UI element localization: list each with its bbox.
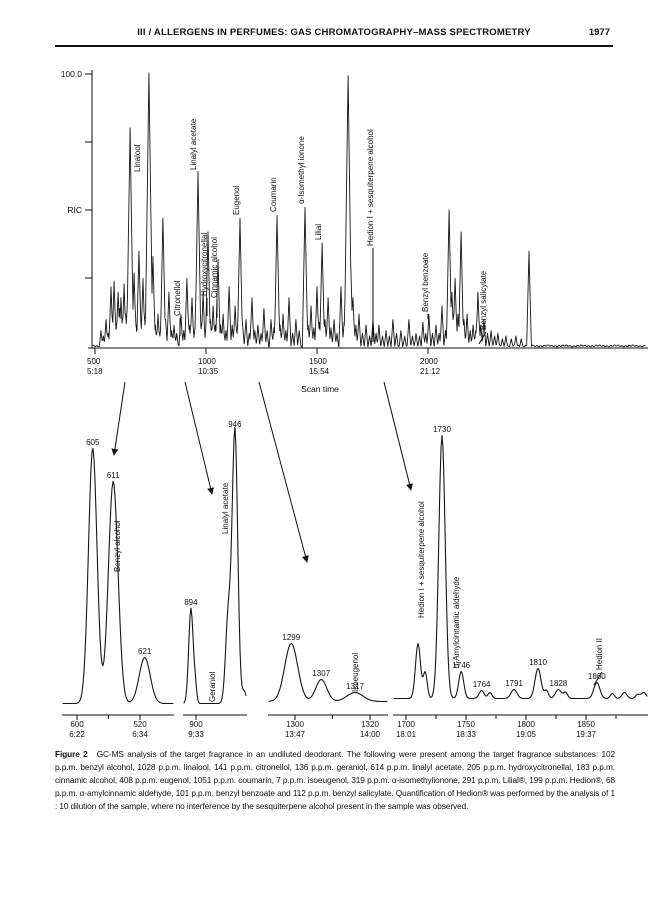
peak-scan-label: 1317 <box>346 682 364 691</box>
peak-scan-label: 1730 <box>433 425 451 434</box>
peak-scan-label: 1791 <box>505 679 523 688</box>
peak-scan-label: 611 <box>107 471 120 480</box>
compound-label: Benzyl alcohol <box>113 520 122 572</box>
peak-scan-label: 1860 <box>588 672 606 681</box>
peak-scan-label: 1810 <box>529 658 547 667</box>
x-tick-scan-label: 600 <box>70 720 84 729</box>
x-tick-scan-label: 1500 <box>309 357 327 366</box>
zoom-arrow <box>184 381 214 495</box>
compound-label: Coumarin <box>269 177 278 212</box>
x-tick-scan-label: 1700 <box>397 720 415 729</box>
chromatogram-trace <box>62 447 174 705</box>
peak-scan-label: 1307 <box>312 669 330 678</box>
header-rule <box>55 45 613 47</box>
peak-scan-label: 1746 <box>452 661 470 670</box>
x-tick-time-label: 9:33 <box>188 730 204 739</box>
x-tick-scan-label: 2000 <box>420 357 438 366</box>
compound-label: Hedion I + sesquiterpene alcohol <box>366 129 375 246</box>
x-tick-scan-label: 520 <box>133 720 147 729</box>
compound-label: Geraniol <box>208 672 217 702</box>
x-tick-time-label: 13:47 <box>285 730 306 739</box>
x-tick-scan-label: 1300 <box>286 720 304 729</box>
x-tick-scan-label: 1320 <box>361 720 379 729</box>
x-tick-scan-label: 1750 <box>457 720 475 729</box>
compound-pointer-line <box>478 331 487 345</box>
x-tick-time-label: 6:34 <box>132 730 148 739</box>
peak-scan-label: 946 <box>228 420 242 429</box>
compound-label: Lilial <box>314 224 323 240</box>
compound-label: Benzyl benzoate <box>421 252 430 312</box>
zoom-arrow <box>383 381 413 491</box>
x-tick-time-label: 18:33 <box>456 730 477 739</box>
compound-label: Cinnamic alcohol <box>210 237 219 298</box>
x-tick-scan-label: 1850 <box>577 720 595 729</box>
x-tick-time-label: 15:54 <box>309 367 330 376</box>
x-tick-scan-label: 1000 <box>198 357 216 366</box>
peak-scan-label: 1828 <box>550 679 568 688</box>
x-tick-scan-label: 500 <box>87 357 101 366</box>
chromatogram-trace <box>183 427 247 705</box>
x-tick-time-label: 6:22 <box>69 730 85 739</box>
zoom-arrow <box>111 381 126 456</box>
compound-label: α-Isomethyl ionone <box>297 136 306 204</box>
x-tick-time-label: 10:35 <box>198 367 219 376</box>
page-number: 1977 <box>588 27 610 38</box>
x-tick-scan-label: 900 <box>189 720 203 729</box>
compound-label: Linalyl acetate <box>221 482 230 534</box>
x-tick-time-label: 21:12 <box>420 367 441 376</box>
chromatogram-trace <box>393 434 648 700</box>
peak-scan-label: 1764 <box>473 680 491 689</box>
y-max-label: 100.0 <box>61 69 83 79</box>
y-axis-label: RIC <box>67 205 82 215</box>
peak-scan-label: 1299 <box>282 633 300 642</box>
compound-label: Linalool <box>133 144 142 172</box>
x-tick-time-label: 18:01 <box>396 730 417 739</box>
zoom-arrow <box>258 381 309 563</box>
x-tick-time-label: 5:18 <box>87 367 103 376</box>
figure-caption-text: GC-MS analysis of the target fragrance i… <box>55 749 615 811</box>
peak-scan-label: 605 <box>86 438 100 447</box>
compound-label: Citronellol <box>173 280 182 316</box>
x-tick-time-label: 19:05 <box>516 730 537 739</box>
peak-scan-label: 621 <box>138 647 152 656</box>
x-tick-time-label: 14:00 <box>360 730 381 739</box>
figure-caption-label: Figure 2 <box>55 749 88 759</box>
chromatogram-trace <box>268 642 388 703</box>
x-axis-title: Scan time <box>301 384 339 394</box>
compound-label: Hydroxycitronellal <box>200 233 209 296</box>
compound-label: Hedion II <box>595 638 604 670</box>
page-header-title: III / ALLERGENS IN PERFUMES: GAS CHROMAT… <box>137 27 531 38</box>
x-tick-scan-label: 1800 <box>517 720 535 729</box>
compound-label: Isoeugenol <box>351 653 360 692</box>
compound-label: Linalyl acetate <box>189 118 198 170</box>
compound-label: α-Amylcinnamic aldehyde <box>452 576 461 668</box>
compound-pointer-line <box>593 671 603 686</box>
x-tick-time-label: 19:37 <box>576 730 597 739</box>
chromatogram-trace <box>92 72 646 348</box>
compound-label: Eugenol <box>232 185 241 215</box>
compound-label: Hedion I + sesquiterpene alcohol <box>417 501 426 618</box>
peak-scan-label: 894 <box>184 598 198 607</box>
figure-caption: Figure 2 GC-MS analysis of the target fra… <box>55 748 615 813</box>
zoom-arrows-group <box>111 381 413 563</box>
compound-label: Benzyl salicylate <box>479 270 488 330</box>
